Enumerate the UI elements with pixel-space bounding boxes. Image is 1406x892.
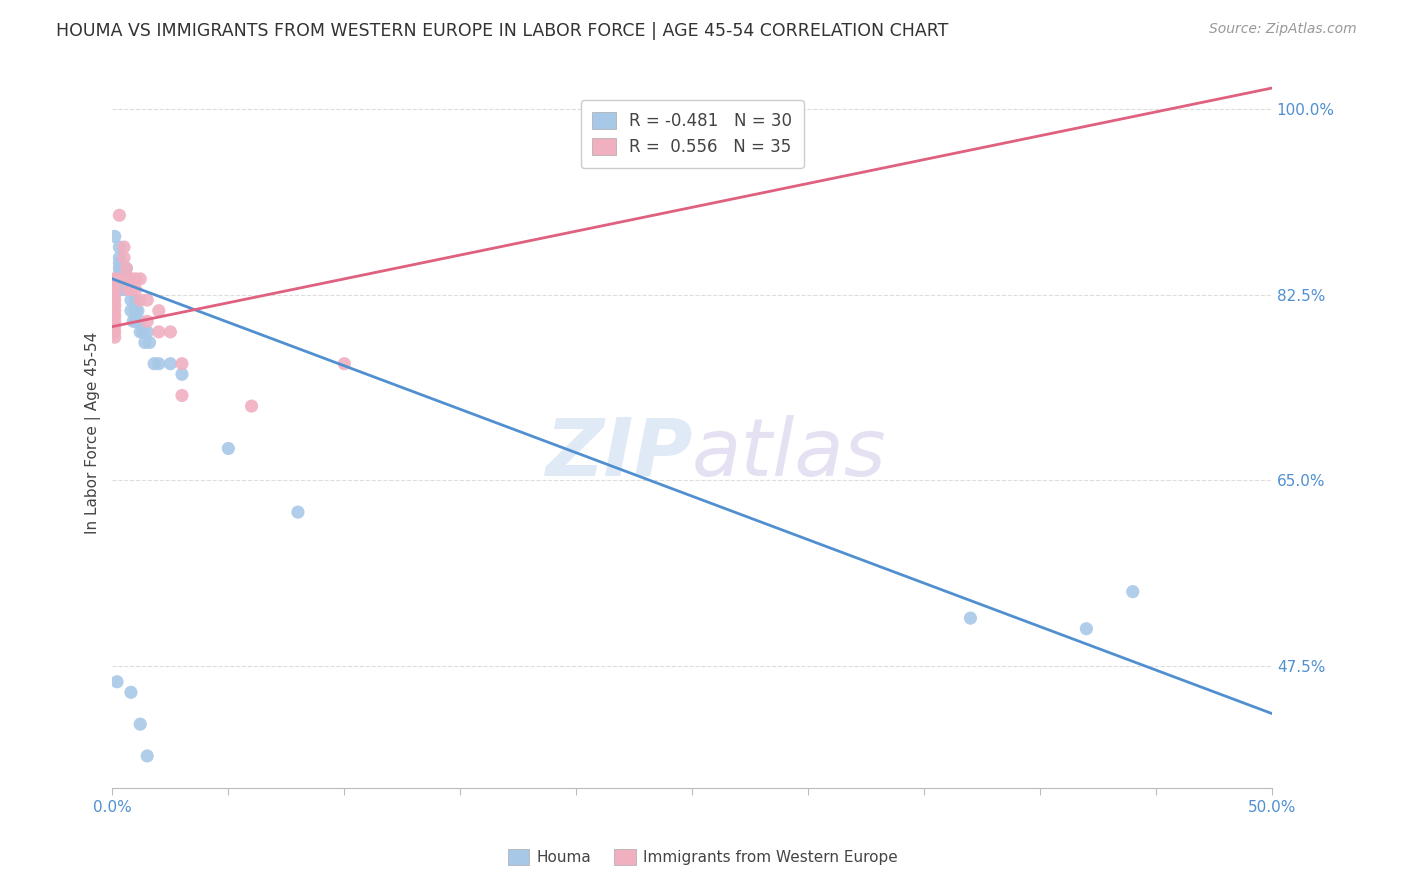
Point <box>104 287 127 301</box>
Point <box>127 303 149 318</box>
Point <box>104 325 127 339</box>
Point <box>104 293 127 307</box>
Point <box>124 283 146 297</box>
Point <box>129 717 152 731</box>
Point <box>148 325 170 339</box>
Legend: R = -0.481   N = 30, R =  0.556   N = 35: R = -0.481 N = 30, R = 0.556 N = 35 <box>581 100 804 168</box>
Point <box>115 261 138 276</box>
Point <box>108 251 131 265</box>
Point <box>104 229 127 244</box>
Point <box>159 357 181 371</box>
Point <box>104 314 127 328</box>
Text: HOUMA VS IMMIGRANTS FROM WESTERN EUROPE IN LABOR FORCE | AGE 45-54 CORRELATION C: HOUMA VS IMMIGRANTS FROM WESTERN EUROPE … <box>56 22 949 40</box>
Point <box>136 293 159 307</box>
Point <box>136 325 159 339</box>
Point <box>170 357 193 371</box>
Point <box>124 303 146 318</box>
Point <box>217 442 239 456</box>
Point <box>108 267 131 281</box>
Point <box>120 293 142 307</box>
Point <box>104 283 127 297</box>
Point <box>124 314 146 328</box>
Point <box>120 272 142 286</box>
Point <box>108 261 131 276</box>
Point <box>1076 622 1098 636</box>
Point <box>136 314 159 328</box>
Point <box>134 335 156 350</box>
Text: atlas: atlas <box>692 415 887 493</box>
Point <box>129 314 152 328</box>
Point <box>129 293 152 307</box>
Point <box>124 293 146 307</box>
Point <box>170 388 193 402</box>
Point <box>115 272 138 286</box>
Point <box>112 272 135 286</box>
Point <box>112 251 135 265</box>
Point <box>159 325 181 339</box>
Point <box>120 303 142 318</box>
Point <box>124 272 146 286</box>
Point <box>104 303 127 318</box>
Point <box>120 272 142 286</box>
Point <box>117 277 139 292</box>
Text: Source: ZipAtlas.com: Source: ZipAtlas.com <box>1209 22 1357 37</box>
Point <box>117 272 139 286</box>
Point <box>112 283 135 297</box>
Point <box>129 325 152 339</box>
Point <box>138 335 160 350</box>
Point <box>122 314 145 328</box>
Point <box>1122 584 1144 599</box>
Point <box>105 272 128 286</box>
Point <box>287 505 309 519</box>
Point <box>108 240 131 254</box>
Point <box>120 283 142 297</box>
Point <box>129 272 152 286</box>
Point <box>131 325 153 339</box>
Point <box>105 272 128 286</box>
Point <box>105 674 128 689</box>
Point <box>143 357 166 371</box>
Legend: Houma, Immigrants from Western Europe: Houma, Immigrants from Western Europe <box>502 843 904 871</box>
Text: ZIP: ZIP <box>544 415 692 493</box>
Point <box>117 283 139 297</box>
Point <box>959 611 981 625</box>
Point <box>148 303 170 318</box>
Point <box>112 240 135 254</box>
Point <box>108 272 131 286</box>
Point <box>112 272 135 286</box>
Point <box>104 272 127 286</box>
Point <box>104 277 127 292</box>
Point <box>120 685 142 699</box>
Point <box>136 748 159 763</box>
Point <box>104 330 127 344</box>
Point <box>170 368 193 382</box>
Point <box>104 309 127 323</box>
Point <box>104 319 127 334</box>
Point <box>148 357 170 371</box>
Point <box>333 357 356 371</box>
Point <box>115 261 138 276</box>
Point <box>111 283 134 297</box>
Point <box>108 256 131 270</box>
Y-axis label: In Labor Force | Age 45-54: In Labor Force | Age 45-54 <box>86 332 101 533</box>
Point <box>240 399 263 413</box>
Point <box>104 298 127 312</box>
Point <box>108 208 131 222</box>
